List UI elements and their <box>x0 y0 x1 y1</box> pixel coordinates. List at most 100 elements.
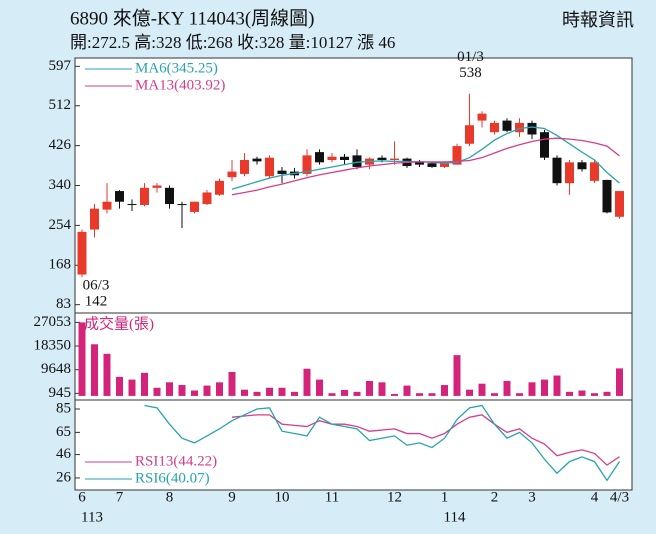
x-tick-label: 9 <box>228 489 236 505</box>
candle-body <box>190 201 199 212</box>
candle-body <box>102 201 112 210</box>
candle-body <box>515 122 524 133</box>
x-tick-label: 4 <box>591 489 599 505</box>
candle-body <box>277 170 287 174</box>
plot-frame <box>74 57 633 491</box>
volume-bar <box>416 393 423 396</box>
x-tick-label: 6 <box>78 489 86 505</box>
panel-title: 成交量(張) <box>84 314 154 332</box>
line-series <box>144 404 621 482</box>
candle-body <box>452 146 462 165</box>
y-tick-label: 340 <box>49 177 72 193</box>
volume-bar <box>191 390 198 396</box>
x-tick-label: 7 <box>116 489 124 505</box>
volume-bar <box>603 391 611 396</box>
annotation-date: 01/3 <box>457 49 484 65</box>
candle-body <box>565 162 574 184</box>
volume-bar <box>503 380 511 396</box>
quote: 開:272.5 高:328 低:268 收:328 量:10127 漲 46 <box>70 33 395 52</box>
candle-body <box>465 125 474 144</box>
legend-label: RSI6(40.07) <box>135 470 210 486</box>
candle-body <box>477 113 487 121</box>
legend-label: MA13(403.92) <box>135 77 225 93</box>
x-tick-label: 4/3 <box>610 489 629 505</box>
candle-body <box>340 156 349 160</box>
candle-body <box>602 179 612 213</box>
volume-bar <box>166 382 173 396</box>
volume-bar <box>141 372 148 396</box>
candle-body <box>540 132 549 158</box>
candle-body <box>302 155 312 174</box>
candle-body <box>240 160 249 174</box>
candle-body <box>252 158 262 162</box>
x-year-label: 113 <box>81 509 103 525</box>
volume-bar <box>591 393 598 396</box>
annotation-value: 142 <box>85 294 108 310</box>
candle-body <box>315 152 324 163</box>
candle-body <box>215 180 224 195</box>
candle-body <box>415 161 424 165</box>
volume-bar <box>78 322 86 396</box>
candle-body <box>265 157 274 177</box>
candle-body <box>590 162 599 181</box>
y-tick-label: 426 <box>49 137 72 153</box>
y-tick-label: 9648 <box>41 361 71 377</box>
y-tick-label: 18350 <box>34 337 72 353</box>
candle-body <box>127 204 137 206</box>
volume-bar <box>216 382 223 396</box>
volume-bar <box>303 368 311 396</box>
volume-bar <box>91 344 98 396</box>
candle-body <box>427 163 437 167</box>
volume-bar <box>378 382 386 396</box>
candle-body <box>577 162 587 170</box>
x-tick-label: 12 <box>387 489 402 505</box>
candle-body <box>552 157 562 184</box>
volume-bar <box>541 379 548 396</box>
volume-bar <box>353 391 361 396</box>
candle-body <box>90 208 99 230</box>
volume-bar <box>228 371 236 396</box>
source: 時報資訊 <box>562 10 634 30</box>
volume-bar <box>266 387 273 396</box>
y-tick-label: 83 <box>56 296 71 312</box>
volume-bar <box>178 385 186 396</box>
x-tick-label: 2 <box>491 489 499 505</box>
volume-bar <box>553 375 561 396</box>
y-tick-label: 65 <box>56 424 71 440</box>
volume-bar <box>366 380 373 396</box>
candle-body <box>152 185 162 188</box>
x-tick-label: 3 <box>528 489 536 505</box>
volume-bar <box>203 385 211 396</box>
candle-body <box>77 231 87 275</box>
y-tick-label: 27053 <box>34 314 72 330</box>
candle-body <box>377 157 387 160</box>
volume-bar <box>566 391 573 396</box>
legend-label: MA6(345.25) <box>135 60 218 76</box>
candle-body <box>115 191 124 202</box>
candle-body <box>202 192 212 205</box>
y-tick-label: 26 <box>56 469 72 485</box>
volume-bar <box>103 353 111 396</box>
candle-body <box>227 171 237 178</box>
volume-bar <box>241 389 248 396</box>
volume-bar <box>328 393 336 396</box>
x-tick-label: 10 <box>275 489 290 505</box>
volume-bar <box>516 393 523 396</box>
volume-bar <box>291 391 298 396</box>
volume-bar <box>153 387 161 396</box>
y-tick-label: 85 <box>56 400 71 416</box>
annotation-date: 06/3 <box>83 278 110 294</box>
y-tick-label: 512 <box>49 97 72 113</box>
y-tick-label: 168 <box>49 257 72 273</box>
candle-body <box>140 187 149 205</box>
volume-bar <box>528 382 536 396</box>
volume-bar <box>391 394 398 396</box>
volume-bar <box>578 390 586 396</box>
volume-bar <box>491 393 498 396</box>
candle-body <box>490 122 499 133</box>
volume-bar <box>278 387 286 396</box>
volume-bar <box>316 379 323 396</box>
candle-body <box>177 204 187 206</box>
volume-bar <box>403 385 411 396</box>
